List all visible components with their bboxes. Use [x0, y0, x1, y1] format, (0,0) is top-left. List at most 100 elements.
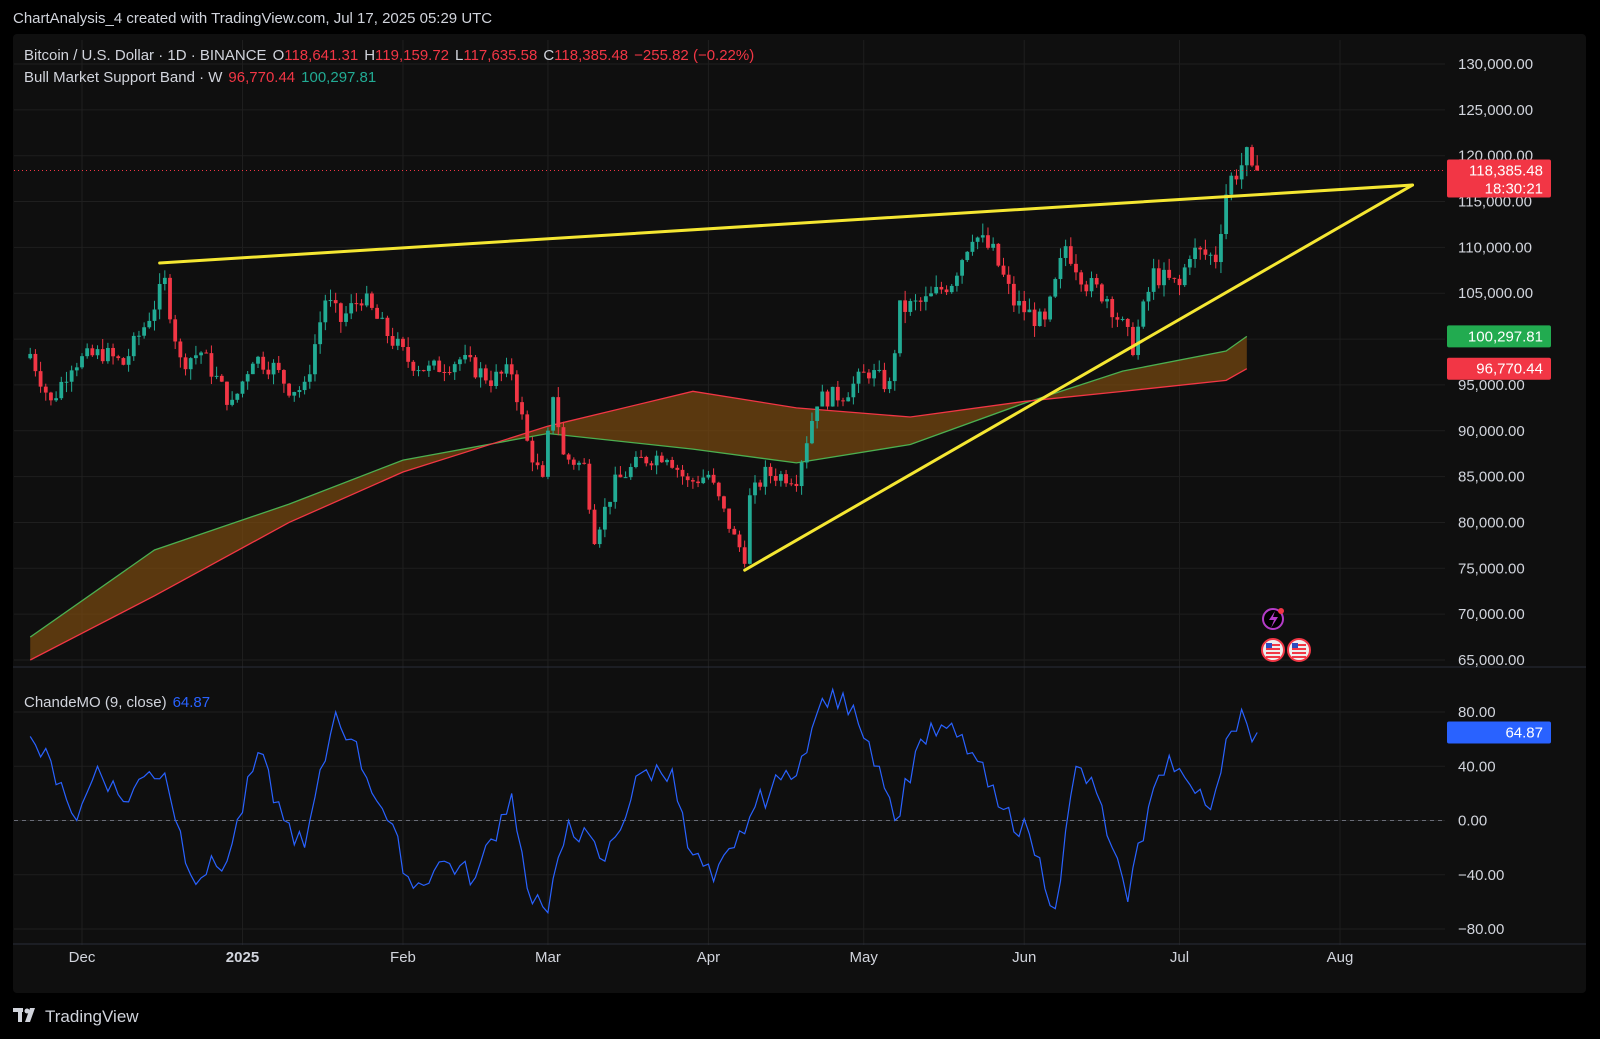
band-fill — [30, 336, 1247, 660]
candle-body — [908, 300, 913, 312]
candle-body — [690, 480, 695, 482]
candle-body — [804, 443, 809, 463]
candle-body — [354, 303, 359, 305]
candle-body — [292, 392, 297, 396]
candle-body — [975, 237, 980, 242]
candle-body — [209, 353, 214, 377]
price-tick-label: 80,000.00 — [1458, 514, 1525, 531]
candle-body — [193, 355, 198, 359]
candle-body — [1120, 318, 1125, 320]
candle-body — [732, 528, 737, 535]
candle-body — [861, 371, 866, 373]
candle-body — [872, 370, 876, 379]
candle-body — [1089, 278, 1094, 292]
candle-body — [727, 508, 732, 529]
candle-body — [447, 372, 452, 374]
axes: 130,000.00125,000.00120,000.00115,000.00… — [69, 56, 1533, 966]
event-markers[interactable] — [1261, 608, 1311, 662]
price-tick-label: 105,000.00 — [1458, 285, 1533, 302]
trendlines[interactable] — [158, 183, 1414, 572]
candle-body — [168, 277, 172, 320]
candle-body — [225, 381, 229, 405]
candle-body — [929, 293, 933, 297]
candle-body — [960, 260, 964, 276]
candle-body — [1011, 283, 1016, 306]
candle-body — [841, 400, 845, 402]
candle-body — [323, 300, 328, 323]
candle-body — [1146, 291, 1151, 302]
oscillator-name[interactable]: ChandeMO (9, close) — [24, 694, 167, 711]
candle-body — [452, 364, 457, 373]
candle-body — [1037, 311, 1042, 327]
band-name[interactable]: Bull Market Support Band · W — [24, 69, 223, 86]
candle-body — [949, 285, 954, 293]
candle-body — [1053, 279, 1058, 297]
bull-market-support-band — [29, 335, 1248, 661]
candle-body — [421, 370, 426, 372]
candle-body — [571, 459, 576, 465]
candle-body — [131, 335, 136, 357]
candle-body — [587, 463, 592, 510]
candle-body — [1198, 247, 1203, 250]
candle-body — [328, 300, 333, 302]
trendline — [743, 183, 1414, 572]
candle-body — [1063, 246, 1068, 258]
candle-body — [1162, 269, 1166, 286]
candle-body — [685, 476, 690, 481]
price-legend[interactable]: Bitcoin / U.S. Dollar · 1D · BINANCE O118… — [24, 47, 760, 64]
candle-body — [706, 474, 711, 478]
candle-body — [986, 235, 990, 248]
band-sma-line — [29, 335, 1248, 638]
brand-text: TradingView — [45, 1007, 139, 1026]
candle-body — [1136, 326, 1141, 356]
candle-body — [370, 293, 374, 308]
low-label: L — [455, 47, 464, 64]
flag-stripe — [1266, 644, 1280, 646]
osc-badge-bg — [1447, 721, 1551, 744]
open-label: O — [272, 47, 285, 64]
open-value: 118,641.31 — [284, 47, 359, 64]
candle-body — [887, 381, 892, 390]
candle-body — [162, 277, 167, 285]
tradingview-brand[interactable]: TradingView — [13, 1007, 139, 1027]
time-tick-label: Jun — [1012, 949, 1036, 966]
candle-body — [898, 300, 902, 354]
band-low-badge: 96,770.44 — [1447, 357, 1551, 380]
candle-body — [100, 349, 105, 362]
candle-body — [1255, 165, 1260, 171]
candle-body — [753, 482, 757, 496]
candle-body — [178, 341, 183, 358]
flag-canton — [1266, 643, 1272, 648]
candle-body — [509, 364, 514, 375]
candle-body — [1084, 284, 1089, 292]
oscillator-legend[interactable]: ChandeMO (9, close) 64.87 — [24, 694, 216, 711]
grid — [13, 40, 1586, 945]
candle-body — [458, 359, 462, 365]
osc-tick-label: 80.00 — [1458, 704, 1496, 721]
candle-body — [105, 347, 110, 362]
candle-body — [747, 495, 752, 564]
candle-body — [820, 391, 825, 407]
band-legend[interactable]: Bull Market Support Band · W 96,770.44 100… — [24, 69, 382, 86]
flag-stripe — [1292, 652, 1306, 654]
candle-body — [250, 363, 255, 375]
candle-body — [1250, 147, 1254, 166]
trendline — [158, 183, 1414, 265]
candle-body — [338, 303, 343, 322]
candle-body — [670, 459, 675, 468]
candle-body — [618, 474, 623, 478]
band-low-value: 96,770.44 — [228, 69, 296, 86]
candle-body — [49, 392, 53, 401]
candle-body — [385, 317, 390, 337]
band-high-badge: 100,297.81 — [1447, 325, 1551, 348]
candle-body — [1219, 234, 1223, 263]
candle-body — [773, 475, 778, 481]
candle-body — [810, 420, 814, 444]
candle-body — [602, 506, 607, 530]
symbol-label[interactable]: Bitcoin / U.S. Dollar · 1D · BINANCE — [24, 47, 267, 64]
candle-body — [794, 483, 799, 487]
candle-body — [923, 296, 928, 302]
candle-body — [1022, 300, 1027, 313]
